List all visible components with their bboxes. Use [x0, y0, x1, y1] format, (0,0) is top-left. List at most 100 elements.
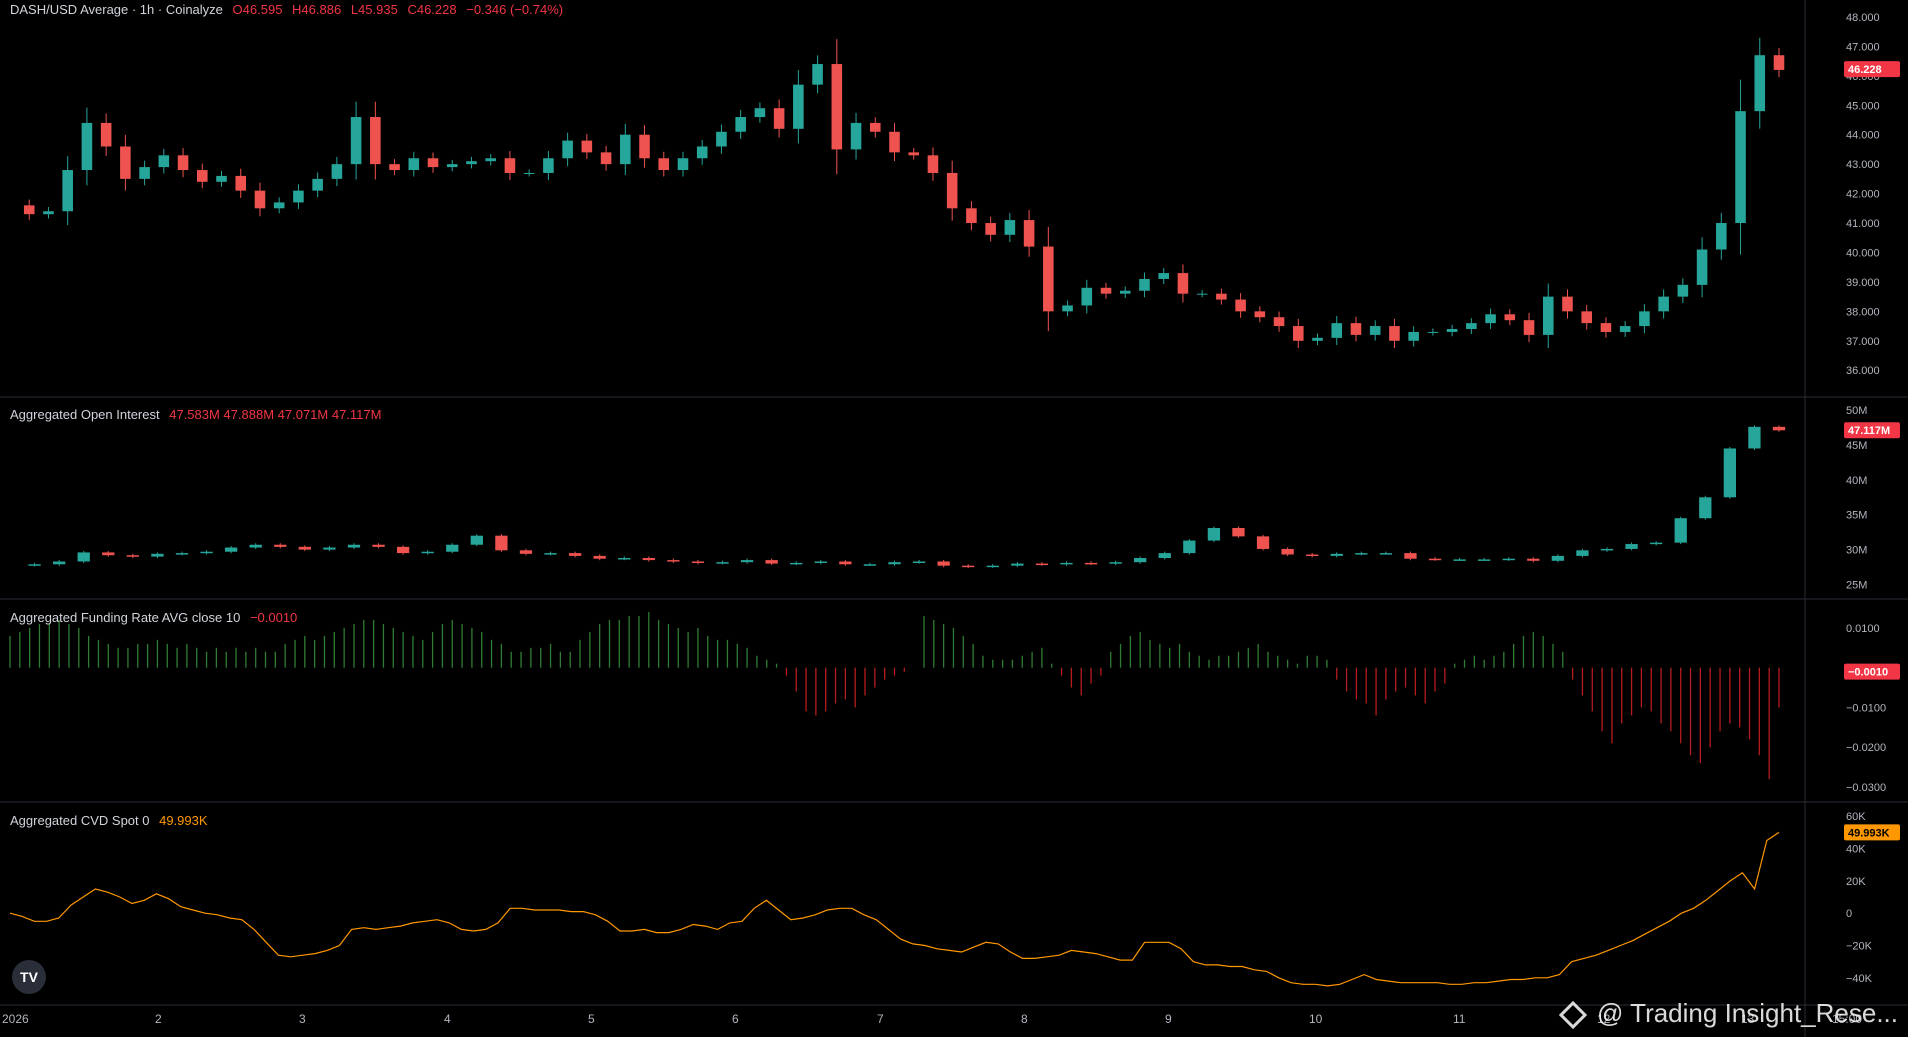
oi-candle [1355, 553, 1368, 555]
open-interest-pane [28, 425, 1786, 568]
oi-candle [1502, 558, 1515, 561]
price-candle [1389, 326, 1400, 341]
price-candle [869, 122, 881, 132]
oi-candle [1330, 553, 1343, 556]
oi-candle [667, 560, 680, 562]
price-candle [831, 64, 843, 150]
price-legend-name: DASH/USD Average · 1h · Coinalyze [10, 2, 223, 17]
price-candle [1600, 323, 1612, 332]
price-candle [1716, 223, 1727, 250]
price-candle [1254, 311, 1266, 318]
price-candle [1658, 296, 1669, 312]
oi-candle [1281, 548, 1294, 555]
funding-value: −0.0010 [249, 610, 298, 625]
price-candle [23, 205, 35, 215]
last-value-label: −0.0010 [1848, 667, 1888, 679]
oi-candle [28, 564, 41, 566]
price-candle [812, 64, 823, 85]
oi-candle [1207, 528, 1221, 541]
price-candle [1273, 317, 1285, 327]
cvd-legend: Aggregated CVD Spot 0 49.993K [10, 813, 208, 828]
oi-candle [765, 560, 778, 564]
y-tick-label: 60K [1846, 811, 1866, 823]
oi-candle [544, 553, 557, 555]
y-tick-label: 40K [1846, 844, 1866, 856]
oi-candle [642, 558, 655, 561]
price-candle [889, 131, 900, 153]
last-value-badge [1844, 61, 1900, 78]
y-tick-label: 30M [1846, 545, 1867, 557]
cvd-value: 49.993K [159, 813, 208, 828]
price-pane [23, 37, 1785, 348]
oi-candle [1084, 562, 1098, 565]
oi-candle [1723, 448, 1737, 498]
price-candle [1100, 287, 1112, 294]
price-candle [658, 158, 670, 171]
funding-legend: Aggregated Funding Rate AVG close 10 −0.… [10, 610, 297, 625]
price-legend: DASH/USD Average · 1h · Coinalyze O46.59… [10, 2, 563, 17]
oi-candle [740, 560, 754, 563]
oi-candle [274, 544, 287, 547]
price-candle [1542, 296, 1554, 335]
price-candle [177, 155, 189, 171]
y-tick-label: −0.0200 [1846, 742, 1886, 754]
x-tick-label: 5 [588, 1012, 595, 1026]
y-tick-label: 25M [1846, 580, 1867, 592]
price-candle [1043, 246, 1054, 312]
oi-candle [421, 551, 434, 554]
price-candle [1523, 320, 1535, 335]
price-candle [427, 158, 439, 168]
oi-candle [1576, 550, 1589, 556]
oi-candle [790, 562, 803, 565]
x-tick-label: 7 [877, 1012, 884, 1026]
price-candle [1023, 220, 1035, 247]
x-tick-label: 2026 [2, 1012, 29, 1026]
last-value-badge [1844, 663, 1900, 680]
price-candle [1735, 111, 1746, 224]
watermark: @ Trading Insight_Rese... [1558, 998, 1898, 1030]
price-candle [1639, 311, 1650, 327]
y-tick-label: −0.0100 [1846, 702, 1886, 714]
x-tick-label: 8 [1021, 1012, 1028, 1026]
price-candle [773, 108, 785, 129]
y-tick-label: 42.000 [1846, 189, 1880, 201]
oi-candle [372, 544, 385, 547]
price-candle [1004, 220, 1016, 235]
y-tick-label: 37.000 [1846, 336, 1880, 348]
oi-candle [1256, 536, 1270, 549]
oi-candle [814, 561, 827, 563]
oi-candle [839, 561, 852, 565]
price-candle [1581, 311, 1593, 324]
oi-candle [1650, 542, 1663, 545]
y-tick-label: 43.000 [1846, 159, 1880, 171]
oi-candle [1772, 426, 1786, 431]
cvd-legend-name: Aggregated CVD Spot 0 [10, 813, 150, 828]
oi-legend-name: Aggregated Open Interest [10, 407, 160, 422]
x-tick-label: 2 [155, 1012, 162, 1026]
y-tick-label: −40K [1846, 973, 1873, 985]
last-value-badge [1844, 824, 1900, 841]
price-candle [350, 117, 362, 165]
price-candle [158, 155, 170, 168]
tradingview-logo[interactable]: TV [12, 960, 46, 994]
oi-candle [1109, 562, 1122, 564]
price-candle [1466, 323, 1477, 330]
cvd-line [9, 831, 1780, 987]
price-candle [1408, 331, 1419, 341]
price-candle [523, 172, 535, 174]
oi-candle [1453, 559, 1466, 561]
oi-candle [937, 561, 950, 566]
price-candle [927, 155, 939, 173]
price-candle [1562, 296, 1573, 312]
y-tick-label: 36.000 [1846, 365, 1880, 377]
y-tick-label: 48.000 [1846, 12, 1880, 24]
y-tick-label: 0.0100 [1846, 623, 1880, 635]
price-candle [370, 117, 381, 165]
price-candle [273, 202, 285, 209]
y-tick-label: 40M [1846, 475, 1867, 487]
oi-candle [298, 546, 311, 550]
oi-legend: Aggregated Open Interest 47.583M 47.888M… [10, 407, 381, 422]
oi-candle [716, 562, 729, 564]
price-candle [408, 158, 420, 171]
